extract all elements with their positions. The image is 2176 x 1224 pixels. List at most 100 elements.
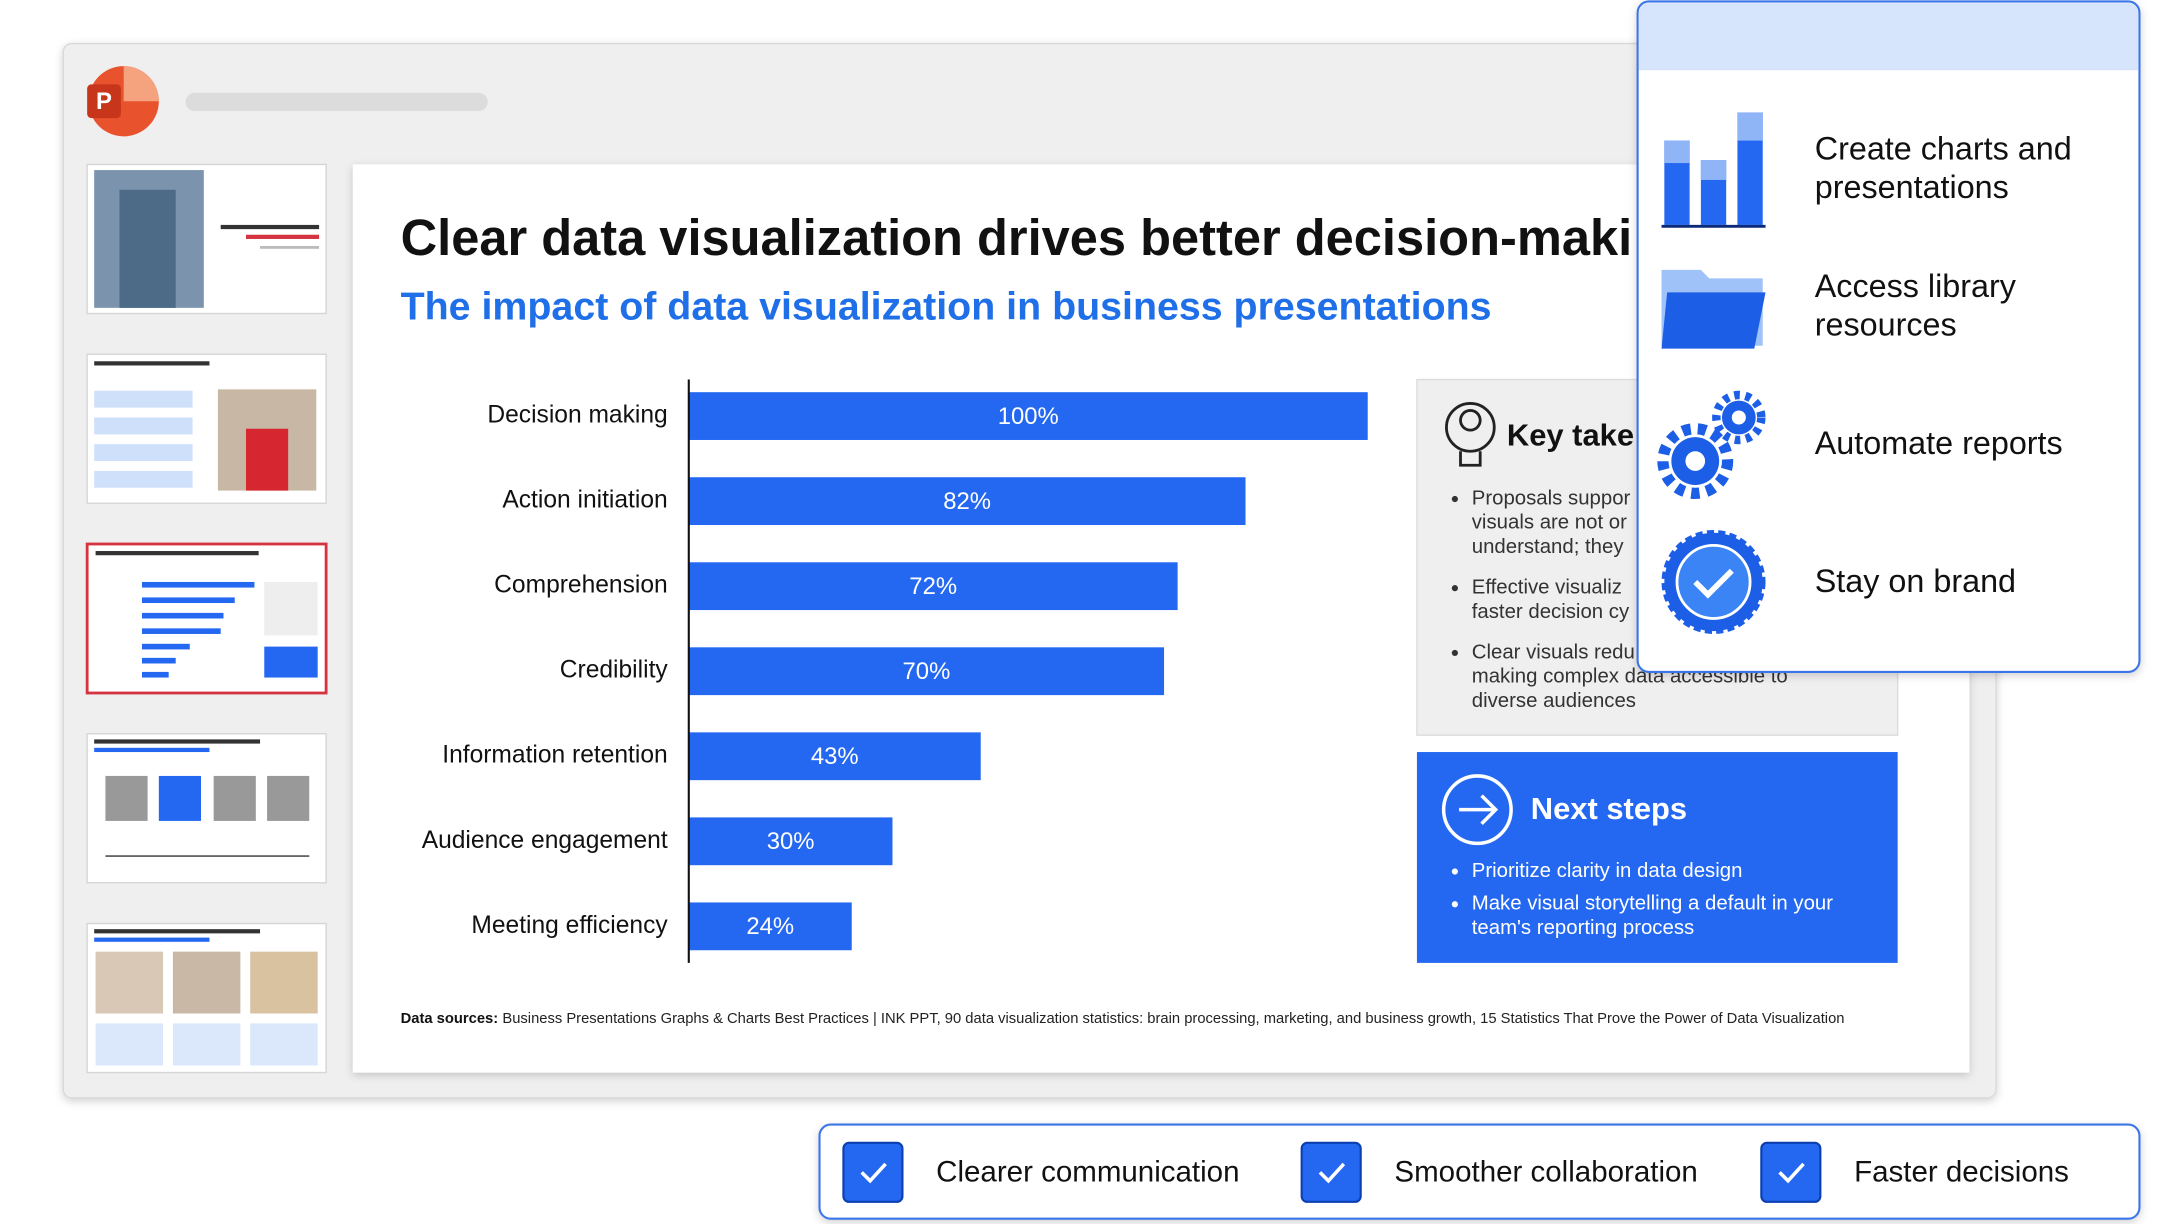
thumb-block: [94, 444, 193, 462]
takeaways-heading: Key take: [1507, 417, 1634, 452]
feature-text: Automate reports: [1815, 425, 2063, 461]
checkbox[interactable]: [842, 1141, 904, 1203]
logo-part: [123, 66, 159, 102]
bullet: [1451, 649, 1458, 657]
bulb-icon: [1445, 402, 1496, 467]
thumb-line: [94, 361, 210, 366]
checkbox[interactable]: [1300, 1141, 1362, 1203]
category-label: Action initiation: [502, 487, 667, 514]
feature-text: Stay on brand: [1815, 563, 2016, 599]
bullet-text: team's reporting process: [1472, 917, 1694, 939]
bar: [688, 902, 852, 951]
bullet-text: understand; they: [1472, 536, 1625, 558]
thumb-line: [94, 747, 210, 753]
thumb-line: [245, 234, 320, 239]
thumb-image: [245, 428, 289, 491]
thumb-block: [267, 775, 310, 821]
bullet: [1451, 495, 1458, 503]
benefit-text: Faster decisions: [1854, 1156, 2069, 1189]
thumb-image: [119, 189, 176, 308]
bullet-text: Proposals suppor: [1472, 487, 1631, 509]
checkbox[interactable]: [1760, 1141, 1822, 1203]
bar: [688, 817, 893, 866]
benefits-list: Clearer communication Smoother collaborat…: [842, 1141, 2069, 1203]
thumb-block: [95, 1023, 164, 1066]
thumb-image: [250, 951, 318, 1014]
bullet-text: faster decision cy: [1472, 601, 1630, 623]
check-mark: [1778, 1162, 1805, 1184]
category-label: Decision making: [487, 402, 667, 429]
benefit-text: Smoother collaboration: [1394, 1156, 1697, 1189]
logo-letter: P: [96, 88, 112, 115]
thumb-line: [95, 551, 259, 556]
feature-panel: [1636, 0, 2141, 673]
logo-square: [87, 84, 121, 119]
thumb-bar: [141, 643, 190, 650]
thumb-block: [105, 775, 148, 821]
bar: [688, 732, 981, 781]
bar-label: 100%: [998, 403, 1059, 430]
bullet: [1451, 901, 1458, 908]
slide-title: Clear data visualization drives better d…: [401, 209, 1633, 266]
bar: [688, 647, 1165, 696]
category-label: Credibility: [560, 657, 669, 684]
thumb-block: [172, 1023, 241, 1066]
bar-label: 82%: [943, 488, 991, 515]
bullet-text: diverse audiences: [1472, 690, 1636, 712]
sources-label: Data sources:: [401, 1011, 499, 1027]
thumb-block: [158, 775, 202, 821]
next-steps-list: Prioritize clarity in data design Make vi…: [1451, 860, 1833, 939]
bullet-text: Prioritize clarity in data design: [1472, 860, 1743, 882]
thumb-block: [264, 581, 318, 636]
bullet-text: Make visual storytelling a default in yo…: [1472, 893, 1833, 915]
bullet: [1451, 868, 1458, 875]
thumb-line: [260, 245, 320, 249]
check-mark: [1318, 1162, 1346, 1184]
feature-text: resources: [1815, 307, 1957, 343]
thumb-bar: [141, 581, 255, 588]
bar: [688, 562, 1178, 611]
gears-icon: [1657, 390, 1766, 500]
feature-text: Access library: [1815, 268, 2017, 304]
arrow-icon: [1459, 794, 1499, 825]
sources-text: Business Presentations Graphs & Charts B…: [502, 1011, 1844, 1027]
thumb-line: [94, 937, 210, 942]
badge-icon: [1661, 529, 1766, 634]
thumb-bar: [141, 657, 176, 664]
thumb-line: [94, 739, 261, 744]
feature-text: presentations: [1815, 169, 2009, 205]
bullet: [1451, 585, 1458, 592]
bullet-text: visuals are not or: [1472, 512, 1627, 534]
panel-header: [1639, 2, 2139, 71]
slide-subtitle: The impact of data visualization in busi…: [401, 285, 1492, 329]
bar-chart: Decision making 100% Action initiation 82% C…: [422, 392, 1368, 951]
bar: [688, 477, 1246, 526]
category-label: Information retention: [442, 742, 667, 769]
bar-label: 43%: [811, 743, 859, 770]
next-steps-heading: Next steps: [1531, 791, 1687, 826]
next-steps-box: [1416, 752, 1898, 963]
search-bar[interactable]: [185, 92, 488, 112]
thumb-line: [220, 224, 320, 230]
thumb-block: [94, 390, 193, 408]
bar-label: 24%: [746, 913, 794, 940]
thumb-image: [172, 951, 241, 1014]
category-label: Meeting efficiency: [471, 912, 668, 939]
thumbnails: [85, 163, 328, 1074]
category-label: Audience engagement: [422, 827, 668, 854]
bullet-text: Effective visualiz: [1472, 577, 1622, 599]
thumb-bar: [141, 628, 221, 634]
bullet-text: Clear visuals redu: [1472, 641, 1635, 663]
thumb-bar: [141, 597, 235, 604]
thumb-block: [264, 646, 318, 678]
thumb-block: [250, 1023, 318, 1066]
thumb-block: [94, 417, 193, 435]
folder-icon: [1661, 269, 1766, 349]
chart-icon: [1661, 112, 1766, 228]
bar-label: 70%: [903, 658, 951, 685]
thumb-bar: [141, 612, 224, 619]
arrow-icon: [1441, 774, 1513, 846]
bar-label: 72%: [909, 573, 957, 600]
